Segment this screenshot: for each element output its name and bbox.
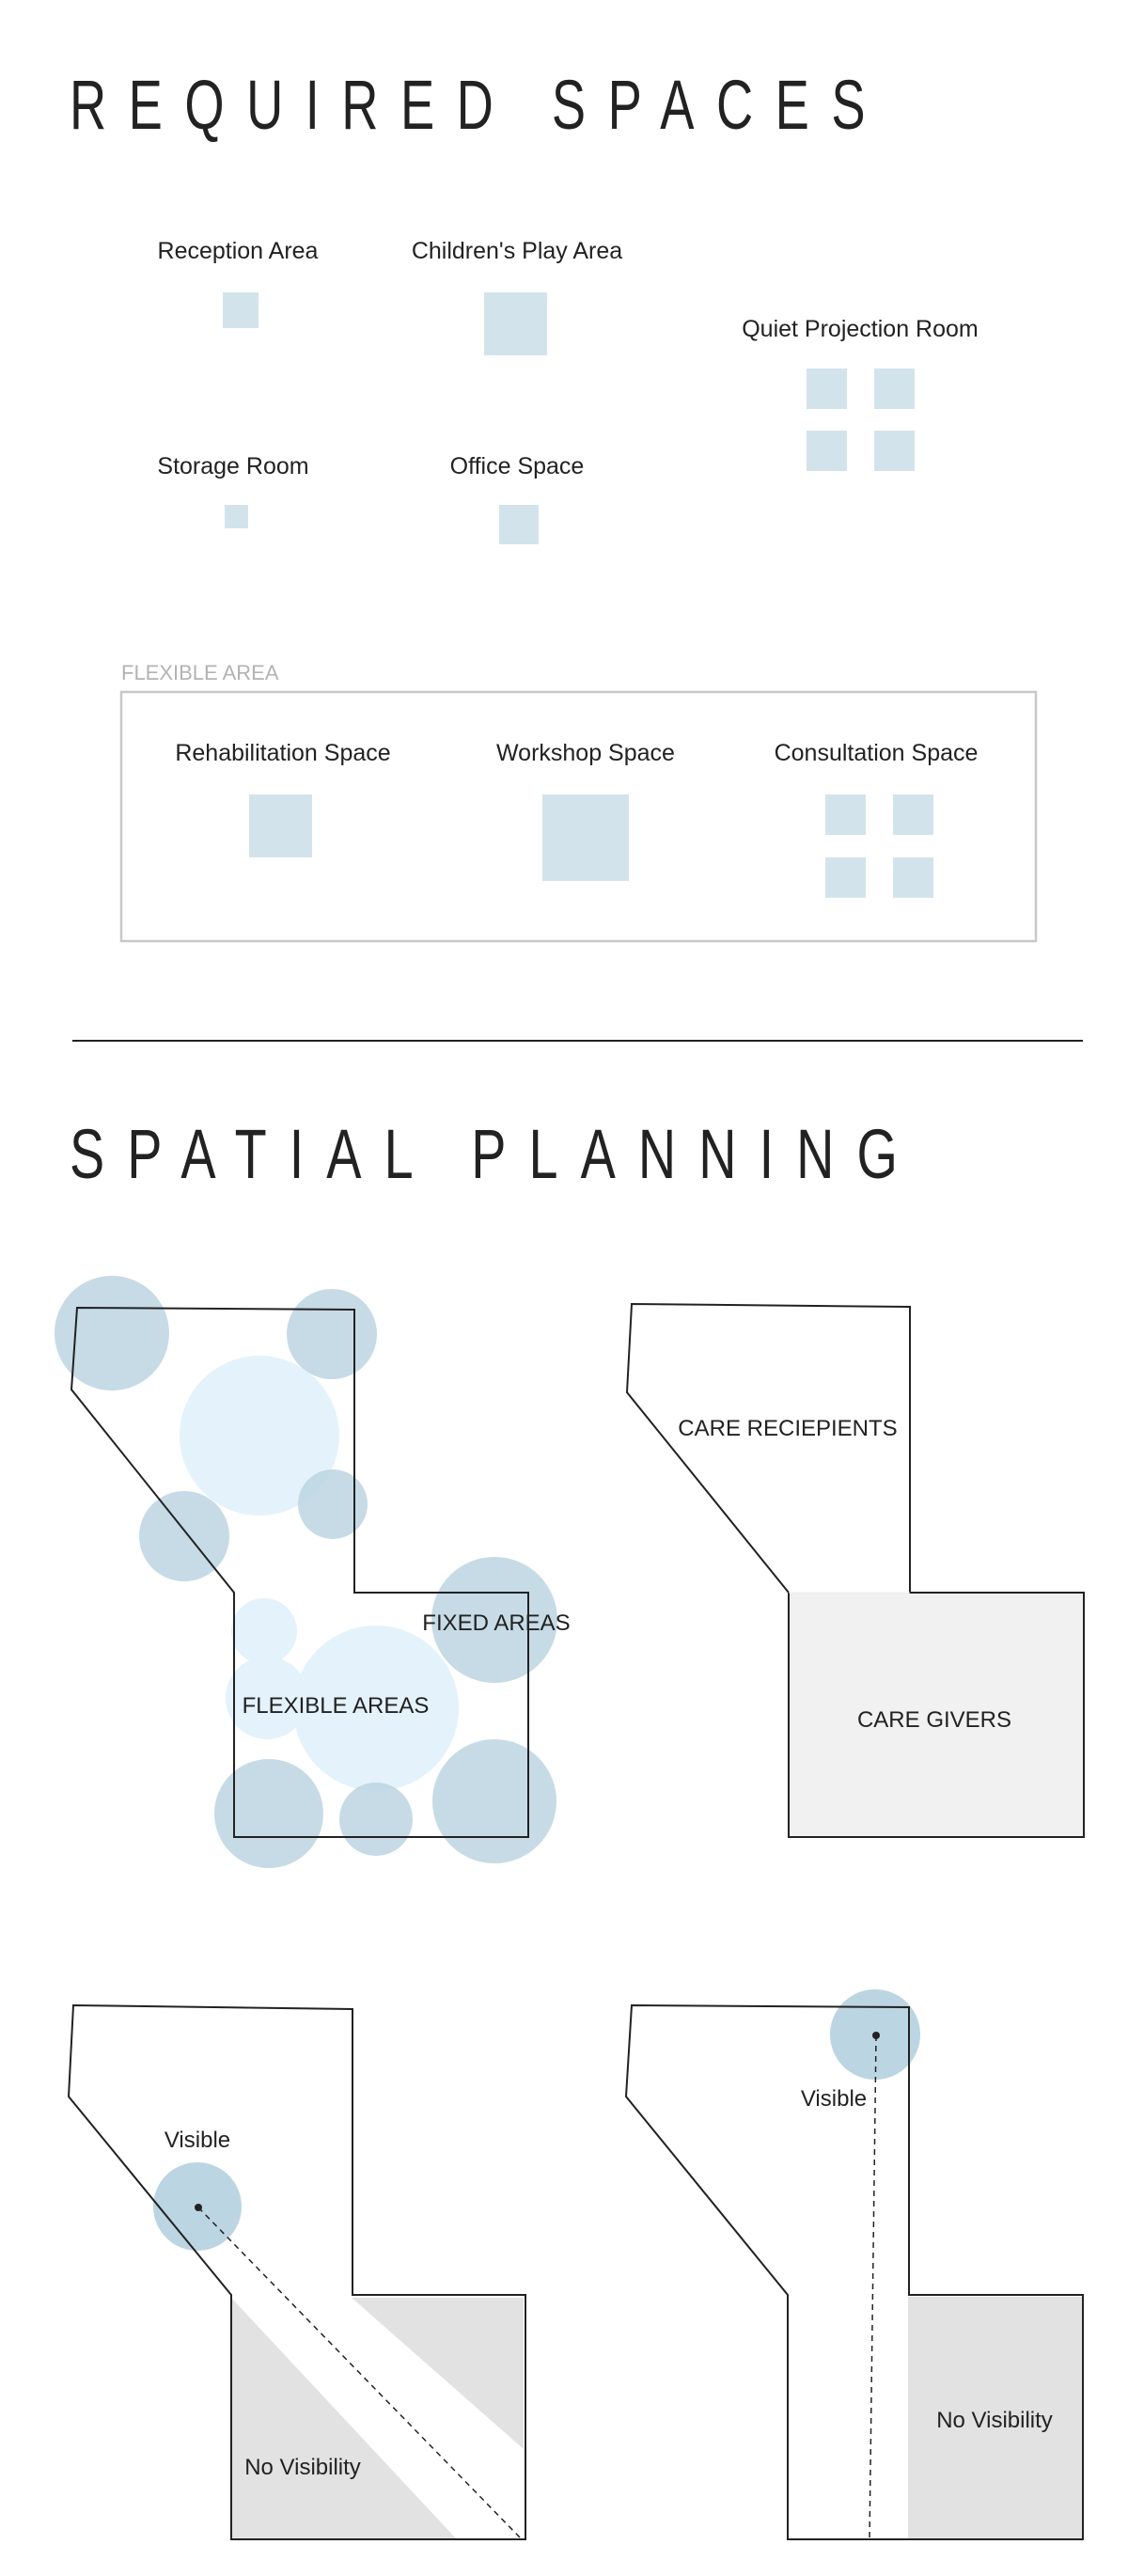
care-givers-label: CARE GIVERS	[857, 1707, 1011, 1733]
office-space-label: Office Space	[450, 453, 585, 479]
required-spaces-title: REQUIRED SPACES	[70, 66, 887, 144]
office-space-room	[499, 505, 539, 544]
viewpoint-dot	[195, 2204, 202, 2211]
consultation-space-label: Consultation Space	[775, 740, 979, 766]
visible-label: Visible	[801, 2086, 867, 2112]
consultation-space-room-3	[825, 857, 866, 898]
flexible-area-circle	[180, 1356, 339, 1516]
fixed-area-circle	[139, 1491, 229, 1581]
quiet-projection-room-1	[807, 369, 847, 409]
viewpoint-dot	[872, 2032, 880, 2039]
diagram-care-zones: CARE RECIEPIENTS CARE GIVERS	[625, 1302, 1085, 1838]
fixed-area-circle	[214, 1759, 323, 1868]
fixed-area-circle	[55, 1276, 169, 1390]
no-visibility-zone	[352, 2298, 524, 2449]
spatial-planning-title: SPATIAL PLANNING	[70, 1115, 920, 1193]
fixed-area-circle	[431, 1557, 557, 1683]
visible-label: Visible	[164, 2128, 230, 2153]
sight-line	[869, 2034, 877, 2540]
fixed-area-circle	[339, 1783, 413, 1856]
quiet-projection-room-label: Quiet Projection Room	[742, 316, 979, 342]
fixed-area-circle	[287, 1289, 377, 1379]
no-visibility-label: No Visibility	[244, 2455, 361, 2480]
childrens-play-area-label: Children's Play Area	[412, 238, 622, 264]
care-recipients-label: CARE RECIEPIENTS	[678, 1416, 897, 1441]
reception-area-room	[223, 292, 258, 328]
quiet-projection-room-2	[874, 369, 915, 409]
flexible-area-circle	[293, 1626, 459, 1791]
care-givers-zone	[789, 1593, 1084, 1837]
floor-plan-outline	[67, 2003, 526, 2540]
floor-plan-outline	[70, 1306, 529, 1838]
quiet-projection-room-3	[807, 431, 847, 471]
rehabilitation-space-label: Rehabilitation Space	[175, 740, 390, 766]
consultation-space-room-1	[825, 794, 866, 835]
floor-plan-outline	[625, 1302, 1085, 1838]
diagram-visibility-vertical: Visible No Visibility	[624, 1989, 1084, 2540]
no-visibility-zone	[908, 2297, 1083, 2539]
fixed-areas-label: FIXED AREAS	[422, 1610, 570, 1636]
flexible-area-box	[119, 690, 1038, 943]
storage-room-room	[225, 505, 248, 528]
consultation-space-room-2	[893, 794, 933, 835]
workshop-space-room	[542, 794, 629, 881]
quiet-projection-room-4	[874, 431, 915, 471]
no-visibility-zone	[231, 2298, 456, 2538]
floor-plan-outline	[624, 2003, 1084, 2540]
fixed-area-circle	[432, 1739, 556, 1863]
diagram-fixed-flexible: FIXED AREAS FLEXIBLE AREAS	[55, 1276, 571, 1868]
no-visibility-label: No Visibility	[936, 2408, 1053, 2433]
fixed-area-circle	[298, 1469, 368, 1539]
diagram-visibility-diagonal: Visible No Visibility	[67, 2003, 526, 2540]
flexible-area-circle	[231, 1598, 297, 1664]
childrens-play-area-room	[484, 292, 547, 355]
rehabilitation-space-room	[249, 794, 312, 857]
consultation-space-room-4	[893, 857, 933, 898]
storage-room-label: Storage Room	[157, 453, 308, 479]
flexible-areas-label: FLEXIBLE AREAS	[243, 1693, 430, 1719]
flexible-area-label: FLEXIBLE AREA	[121, 661, 279, 684]
reception-area-label: Reception Area	[158, 238, 319, 264]
flexible-area-circle	[226, 1657, 308, 1739]
sight-line	[197, 2207, 523, 2540]
workshop-space-label: Workshop Space	[496, 740, 675, 766]
